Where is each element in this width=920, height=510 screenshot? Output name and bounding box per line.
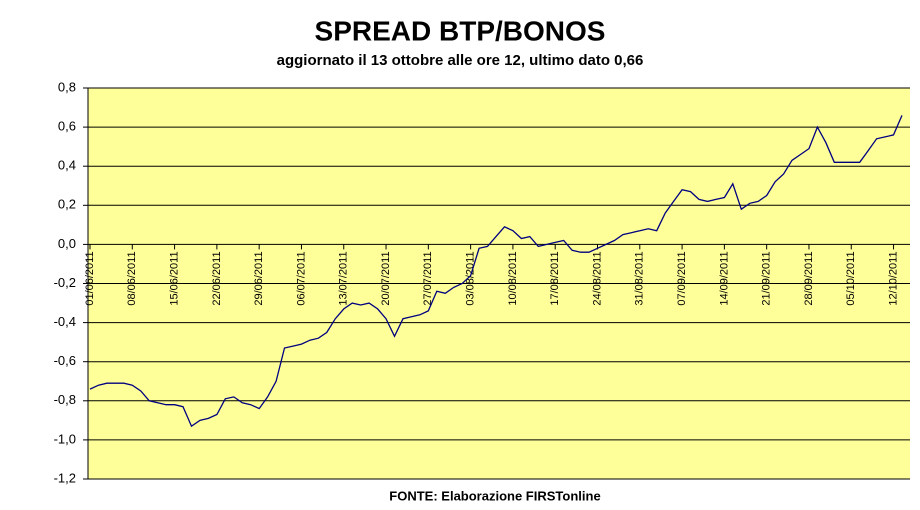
- x-tick-label: 20/07/2011: [380, 251, 392, 305]
- x-tick-label: 06/07/2011: [295, 251, 307, 305]
- x-tick-label: 24/08/2011: [591, 251, 603, 305]
- x-tick-label: 17/08/2011: [549, 251, 561, 305]
- x-tick-label: 22/06/2011: [211, 251, 223, 305]
- x-tick-label: 01/06/2011: [84, 251, 96, 305]
- chart-subtitle: aggiornato il 13 ottobre alle ore 12, ul…: [277, 52, 644, 69]
- y-tick-label: 0,8: [58, 79, 76, 94]
- y-tick-label: 0,4: [58, 158, 76, 173]
- series-line: [89, 115, 903, 428]
- y-tick-label: 0,2: [58, 197, 76, 212]
- x-tick-label: 31/08/2011: [634, 251, 646, 305]
- x-tick-label: 29/06/2011: [253, 251, 265, 305]
- x-tick-label: 15/06/2011: [168, 251, 180, 305]
- x-tick-label: 21/09/2011: [761, 251, 773, 305]
- y-tick-label: -0,4: [54, 314, 76, 329]
- x-tick-label: 05/10/2011: [845, 251, 857, 305]
- y-tick-label: -0,6: [54, 353, 76, 368]
- x-tick-label: 03/08/2011: [465, 251, 477, 305]
- x-tick-label: 13/07/2011: [338, 251, 350, 305]
- y-tick-label: -1,0: [54, 431, 76, 446]
- y-tick-label: -0,2: [54, 275, 76, 290]
- x-tick-label: 28/09/2011: [803, 251, 815, 305]
- source-note: FONTE: Elaborazione FIRSTonline: [389, 488, 600, 503]
- chart-title: SPREAD BTP/BONOS: [315, 15, 606, 46]
- x-tick-label: 07/09/2011: [676, 251, 688, 305]
- x-tick-label: 12/10/2011: [887, 251, 899, 305]
- y-tick-label: -0,8: [54, 392, 76, 407]
- x-tick-label: 14/09/2011: [718, 251, 730, 305]
- x-tick-label: 10/08/2011: [507, 251, 519, 305]
- y-tick-label: 0,6: [58, 119, 76, 134]
- x-tick-label: 08/06/2011: [126, 251, 138, 305]
- y-tick-label: 0,0: [58, 236, 76, 251]
- x-tick-label: 27/07/2011: [422, 251, 434, 305]
- y-tick-label: -1,2: [54, 470, 76, 485]
